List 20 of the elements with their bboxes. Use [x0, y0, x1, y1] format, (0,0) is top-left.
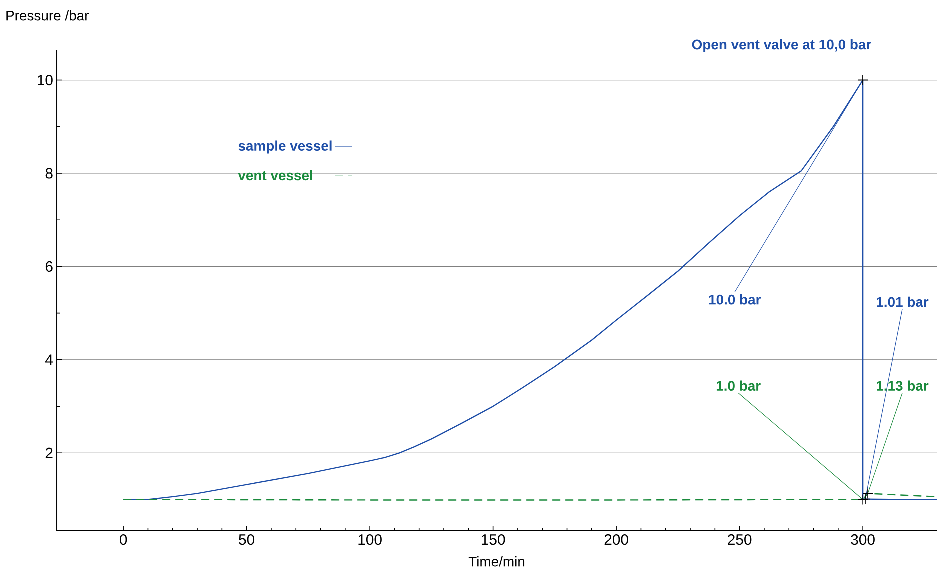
legend-label: vent vessel	[238, 170, 312, 181]
y-tick-label: 8	[46, 168, 53, 179]
x-tick-label: 200	[604, 534, 628, 546]
y-axis-title: Pressure /bar	[6, 10, 90, 21]
annotation: 1.01 bar	[877, 296, 929, 308]
y-tick-label: 6	[46, 261, 53, 272]
x-tick-label: 250	[728, 534, 752, 546]
y-tick-label: 2	[46, 448, 53, 458]
x-tick-label: 300	[851, 534, 875, 546]
annotation: Open vent valve at 10,0 bar	[692, 39, 872, 52]
x-axis-title: Time/min	[468, 556, 525, 567]
legend-label: sample vessel	[238, 140, 332, 154]
x-tick-label: 100	[358, 534, 382, 546]
annotation: 10.0 bar	[709, 294, 762, 305]
x-tick-label: 150	[482, 534, 506, 546]
x-tick-label: 50	[239, 534, 255, 546]
annotation: 1.0 bar	[716, 380, 761, 392]
x-tick-label: 0	[120, 534, 128, 546]
y-tick-label: 10	[38, 74, 53, 86]
y-tick-label: 4	[46, 354, 54, 366]
